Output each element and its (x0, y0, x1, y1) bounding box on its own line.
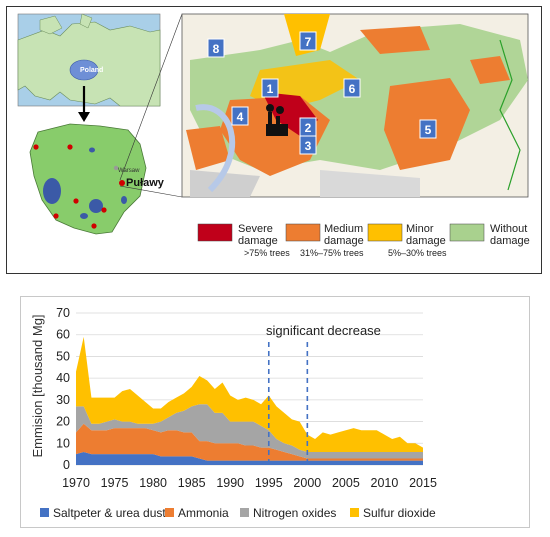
legend-label: Ammonia (178, 506, 229, 520)
legend-label: Sulfur dioxide (363, 506, 436, 520)
x-tick-label: 1975 (101, 476, 129, 490)
pulawy-label: Puławy (126, 177, 165, 189)
legend-medium-title2: damage (324, 235, 364, 247)
chart-legend-item: Sulfur dioxide (350, 506, 436, 520)
area-nitrogen-oxides (76, 404, 423, 459)
legend-without: Without damage (490, 223, 530, 247)
chart-annotation: significant decrease (266, 323, 381, 338)
legend-without-title2: damage (490, 235, 530, 247)
legend-severe-title2: damage (238, 235, 278, 247)
legend-severe-range: >75% trees (244, 248, 290, 258)
legend-minor: Minor damage 5%–30% trees (388, 223, 447, 259)
warsaw-label: Warsaw (118, 168, 140, 174)
legend-severe: Severe damage >75% trees (238, 223, 290, 259)
x-tick-label: 1990 (216, 476, 244, 490)
factory-icon (266, 104, 288, 136)
legend-label: Nitrogen oxides (253, 506, 336, 520)
y-axis-label: Emmision [thousand Mg] (30, 314, 45, 457)
y-tick-label: 60 (56, 328, 70, 342)
legend-label: Saltpeter & urea dust (53, 506, 166, 520)
x-axis-ticks: 1970 1975 1980 1985 1990 1995 2000 2005 2010 2015 (62, 476, 437, 490)
zone-number: 6 (349, 82, 356, 96)
y-tick-label: 40 (56, 371, 70, 385)
zone-number: 8 (213, 42, 220, 56)
zone-marker-2: 2 (299, 117, 317, 137)
area-sulfur-dioxide (76, 336, 423, 452)
legend-swatch-minor (367, 223, 403, 242)
y-tick-label: 50 (56, 349, 70, 363)
legend-severe-title: Severe (238, 223, 273, 235)
zone-marker-7: 7 (299, 31, 317, 51)
map-figure-frame (6, 6, 542, 274)
legend-medium-title: Medium (324, 223, 364, 235)
poland-label: Poland (80, 67, 103, 74)
x-tick-label: 1985 (178, 476, 206, 490)
zone-number: 4 (237, 110, 244, 124)
zoom-line-bottom (119, 185, 183, 198)
legend-medium-range: 31%–75% trees (300, 248, 364, 258)
chart-vlines (267, 342, 309, 465)
zone-marker-1: 1 (261, 78, 279, 98)
legend-minor-title: Minor (406, 223, 434, 235)
x-tick-label: 2005 (332, 476, 360, 490)
europe-inset-map: Poland (17, 13, 161, 107)
zone-number: 2 (305, 121, 312, 135)
emission-chart: 1970 1975 1980 1985 1990 1995 2000 2005 2010 2015… (30, 306, 437, 520)
y-tick-label: 30 (56, 393, 70, 407)
y-axis-ticks: 0 10 20 30 40 50 60 70 (56, 306, 70, 472)
y-tick-label: 0 (63, 458, 70, 472)
area-ammonia (76, 423, 423, 461)
legend-swatch (165, 508, 174, 517)
chart-legend-item: Saltpeter & urea dust (40, 506, 166, 520)
y-tick-label: 70 (56, 306, 70, 320)
legend-swatch-without (449, 223, 485, 242)
zone-marker-5: 5 (419, 119, 437, 139)
zone-number: 3 (305, 139, 312, 153)
poland-map: Warsaw Puławy (29, 123, 165, 235)
area-saltpeter-urea-dust (76, 451, 423, 465)
chart-legend-item: Nitrogen oxides (240, 506, 336, 520)
legend-medium: Medium damage 31%–75% trees (300, 223, 364, 259)
chart-areas (76, 336, 423, 465)
zone-marker-6: 6 (343, 78, 361, 98)
x-tick-label: 2015 (409, 476, 437, 490)
legend-swatch (350, 508, 359, 517)
zone-number: 1 (267, 82, 274, 96)
damage-detail-map (181, 13, 529, 198)
zoom-line-top (119, 13, 183, 181)
legend-minor-title2: damage (406, 235, 446, 247)
legend-swatch-medium (285, 223, 321, 242)
x-tick-label: 1970 (62, 476, 90, 490)
legend-without-title: Without (490, 223, 528, 235)
zoom-arrow-down (78, 86, 90, 122)
zone-marker-8: 8 (207, 38, 225, 58)
legend-swatch-severe (197, 223, 233, 242)
chart-legend-item: Ammonia (165, 506, 229, 520)
zone-marker-4: 4 (231, 106, 249, 126)
x-tick-label: 2010 (371, 476, 399, 490)
damage-zone-markers: 1 2 3 4 5 6 7 8 (207, 31, 437, 155)
zone-number: 7 (305, 35, 312, 49)
zone-number: 5 (425, 123, 432, 137)
zone-marker-3: 3 (299, 135, 317, 155)
legend-swatch (40, 508, 49, 517)
damage-legend (197, 223, 485, 242)
x-tick-label: 1980 (139, 476, 167, 490)
legend-swatch (240, 508, 249, 517)
chart-frame (20, 296, 530, 528)
chart-legend: Saltpeter & urea dust Ammonia Nitrogen oxi… (40, 506, 436, 520)
legend-minor-range: 5%–30% trees (388, 248, 447, 258)
x-tick-label: 2000 (293, 476, 321, 490)
x-tick-label: 1995 (255, 476, 283, 490)
y-tick-label: 20 (56, 415, 70, 429)
y-tick-label: 10 (56, 436, 70, 450)
